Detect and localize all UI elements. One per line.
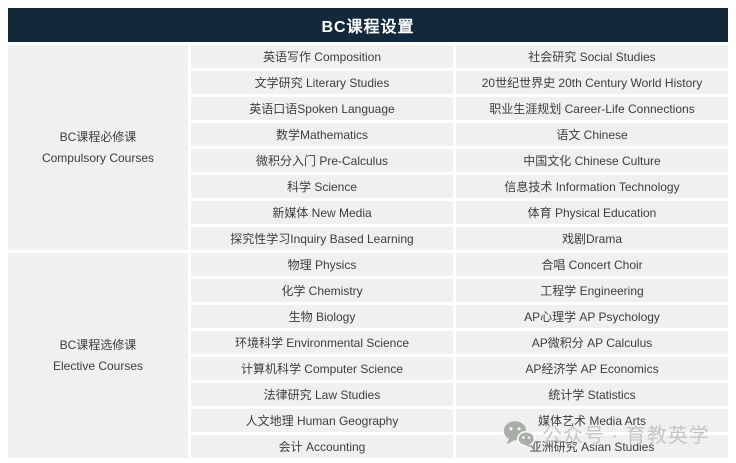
course-cell: 职业生涯规划 Career-Life Connections <box>456 97 728 120</box>
course-cell: AP微积分 AP Calculus <box>456 331 728 354</box>
course-cell: 计算机科学 Computer Science <box>191 357 453 380</box>
section-label: BC课程选修课 Elective Courses <box>8 253 188 458</box>
section-label-en: Elective Courses <box>52 358 144 373</box>
section-label-zh: BC课程必修课 <box>59 130 137 145</box>
section-label-en: Compulsory Courses <box>41 150 155 165</box>
course-cell: 会计 Accounting <box>191 435 453 458</box>
course-cell: 化学 Chemistry <box>191 279 453 302</box>
course-table: BC课程必修课 Compulsory Courses 英语写作 Compositio… <box>8 45 728 458</box>
course-cell: 体育 Physical Education <box>456 201 728 224</box>
course-cell: 英语写作 Composition <box>191 45 453 68</box>
course-cell: 法律研究 Law Studies <box>191 383 453 406</box>
course-cell: 社会研究 Social Studies <box>456 45 728 68</box>
course-cell: 亚洲研究 Asian Studies <box>456 435 728 458</box>
course-cell: 人文地理 Human Geography <box>191 409 453 432</box>
course-cell: 文学研究 Literary Studies <box>191 71 453 94</box>
course-cell: 微积分入门 Pre-Calculus <box>191 149 453 172</box>
course-cell: 中国文化 Chinese Culture <box>456 149 728 172</box>
course-cell: 媒体艺术 Media Arts <box>456 409 728 432</box>
course-cell: 英语口语Spoken Language <box>191 97 453 120</box>
course-cell: 信息技术 Information Technology <box>456 175 728 198</box>
course-cell: 戏剧Drama <box>456 227 728 250</box>
course-cell: 语文 Chinese <box>456 123 728 146</box>
course-cell: 统计学 Statistics <box>456 383 728 406</box>
table-title: BC课程设置 <box>8 8 728 42</box>
section-label-zh: BC课程选修课 <box>59 338 137 353</box>
course-cell: 合唱 Concert Choir <box>456 253 728 276</box>
course-cell: 工程学 Engineering <box>456 279 728 302</box>
course-cell: 生物 Biology <box>191 305 453 328</box>
course-table-page: BC课程设置 BC课程必修课 Compulsory Courses 英语写作 Com… <box>8 8 728 458</box>
course-cell: 环境科学 Environmental Science <box>191 331 453 354</box>
section-label: BC课程必修课 Compulsory Courses <box>8 45 188 250</box>
course-cell: 探究性学习Inquiry Based Learning <box>191 227 453 250</box>
course-cell: AP经济学 AP Economics <box>456 357 728 380</box>
course-cell: AP心理学 AP Psychology <box>456 305 728 328</box>
course-cell: 新媒体 New Media <box>191 201 453 224</box>
course-cell: 20世纪世界史 20th Century World History <box>456 71 728 94</box>
course-cell: 物理 Physics <box>191 253 453 276</box>
course-cell: 科学 Science <box>191 175 453 198</box>
course-cell: 数学Mathematics <box>191 123 453 146</box>
